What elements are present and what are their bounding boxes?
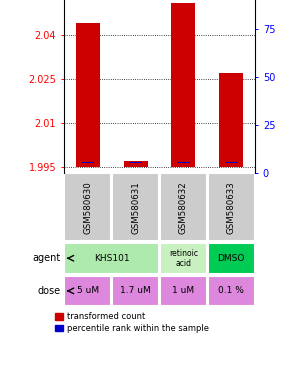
Bar (208, 243, 255, 273)
Bar (177, 162, 190, 164)
Bar (208, 276, 255, 306)
Bar (124, 161, 148, 167)
Text: GSM580632: GSM580632 (179, 181, 188, 234)
Text: GSM580630: GSM580630 (83, 181, 92, 234)
Bar (160, 276, 207, 306)
Text: agent: agent (33, 253, 61, 263)
Text: KHS101: KHS101 (94, 254, 129, 263)
Bar (81, 162, 94, 164)
Text: dose: dose (38, 286, 61, 296)
Bar (225, 162, 238, 164)
Bar (160, 243, 207, 273)
Bar (171, 3, 195, 167)
Text: 1 uM: 1 uM (172, 286, 195, 295)
Bar (129, 162, 142, 164)
Text: GSM580631: GSM580631 (131, 181, 140, 234)
Text: 5 uM: 5 uM (77, 286, 99, 295)
Bar (112, 174, 159, 241)
Text: GSM580633: GSM580633 (227, 181, 236, 234)
Bar (208, 174, 255, 241)
Legend: transformed count, percentile rank within the sample: transformed count, percentile rank withi… (53, 311, 211, 334)
Bar (76, 23, 100, 167)
Bar (64, 174, 111, 241)
Bar (112, 276, 159, 306)
Bar (219, 73, 243, 167)
Text: 1.7 uM: 1.7 uM (120, 286, 151, 295)
Bar (160, 174, 207, 241)
Text: 0.1 %: 0.1 % (218, 286, 244, 295)
Bar (64, 276, 111, 306)
Text: retinoic
acid: retinoic acid (169, 248, 198, 268)
Bar (64, 243, 159, 273)
Text: DMSO: DMSO (218, 254, 245, 263)
